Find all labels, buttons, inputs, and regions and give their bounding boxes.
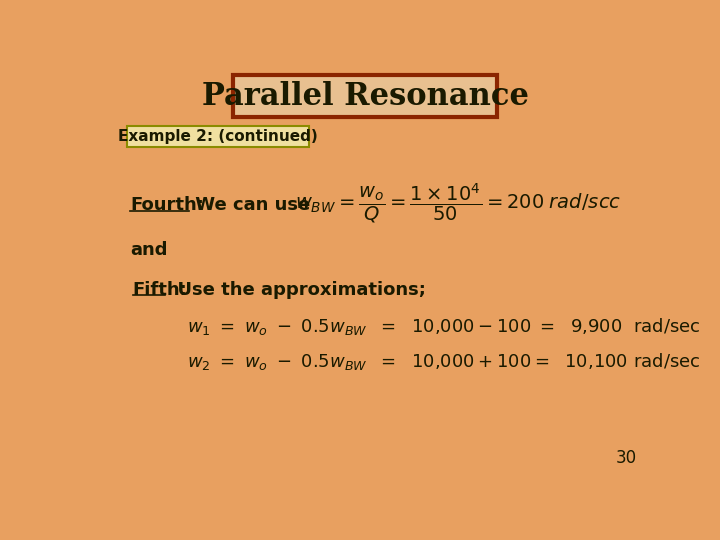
Text: Use the approximations;: Use the approximations;: [165, 281, 426, 299]
Text: $w_{BW} = \dfrac{w_o}{Q} = \dfrac{1 \times 10^4}{50} = 200\;rad/scc$: $w_{BW} = \dfrac{w_o}{Q} = \dfrac{1 \tim…: [295, 181, 621, 225]
Text: 30: 30: [616, 449, 636, 467]
FancyBboxPatch shape: [127, 126, 310, 147]
Text: and: and: [130, 241, 168, 259]
Text: Parallel Resonance: Parallel Resonance: [202, 81, 528, 112]
Text: Example 2: (continued): Example 2: (continued): [118, 129, 318, 144]
Text: $w_1 \ = \ w_o \ - \ 0.5w_{BW} \ \ = \ \ 10{,}000 - 100\ = \ \ 9{,}900 \ \ \math: $w_1 \ = \ w_o \ - \ 0.5w_{BW} \ \ = \ \…: [187, 316, 701, 337]
FancyBboxPatch shape: [233, 75, 497, 117]
Text: $w_2 \ = \ w_o \ - \ 0.5w_{BW} \ \ = \ \ 10{,}000 + 100= \ \ 10{,}100 \ \mathrm{: $w_2 \ = \ w_o \ - \ 0.5w_{BW} \ \ = \ \…: [187, 351, 701, 372]
Text: Fourth:: Fourth:: [130, 196, 204, 214]
Text: Fifth:: Fifth:: [132, 281, 187, 299]
Text: We can use: We can use: [189, 196, 310, 214]
